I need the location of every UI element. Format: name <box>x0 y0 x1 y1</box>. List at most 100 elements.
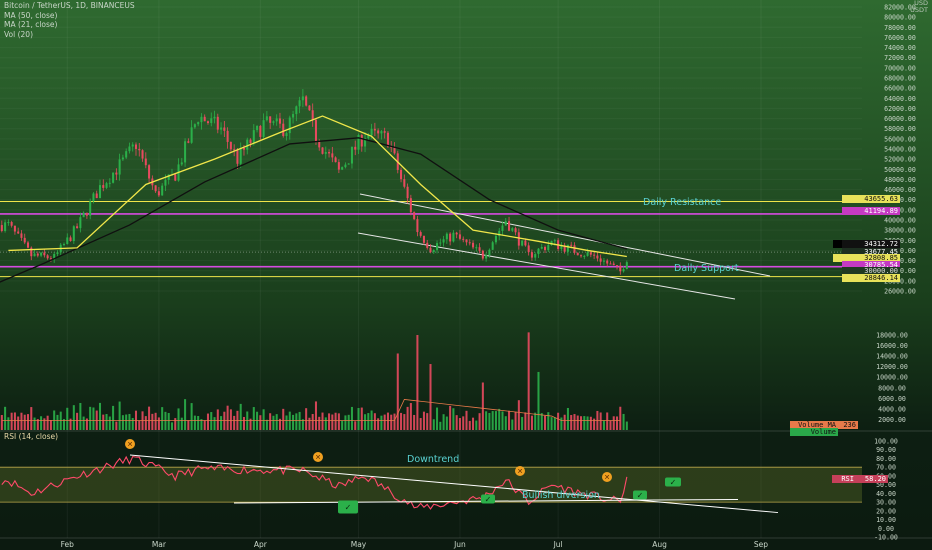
candle-body <box>331 153 334 158</box>
price-tick-label: 40000.00 <box>884 217 916 225</box>
candle-body <box>318 141 321 148</box>
price-tick-label: 28000.00 <box>884 277 916 285</box>
volume-bar <box>62 419 66 430</box>
volume-bar <box>138 420 141 430</box>
volume-bar <box>524 412 527 430</box>
volume-bar <box>429 364 432 430</box>
volume-bar <box>40 416 43 430</box>
volume-bar <box>36 419 39 430</box>
date-tick-label: May <box>351 540 367 549</box>
date-tick-label: Apr <box>254 540 268 549</box>
axes: Feb Mar Apr May Jun Jul Aug Sep 26000.00 28000.00… <box>61 4 916 550</box>
candle-body <box>197 122 200 125</box>
volume-bar <box>213 417 216 430</box>
price-tick-label: 72000.00 <box>884 54 916 62</box>
volume-bar <box>46 415 49 430</box>
candle-body <box>498 230 501 236</box>
volume-bar <box>593 418 596 430</box>
volume-bar <box>331 414 334 430</box>
volume-bar <box>527 332 530 430</box>
volume-bar <box>504 416 507 430</box>
volume-bar <box>151 413 154 430</box>
candle-body <box>328 152 331 154</box>
volume-bar <box>79 402 82 430</box>
candle-body <box>593 254 596 256</box>
candle-body <box>17 231 20 234</box>
price-tick-label: 78000.00 <box>884 24 916 32</box>
volume-bar <box>102 414 105 430</box>
candle-body <box>282 123 285 137</box>
volume-bar <box>203 420 206 430</box>
volume-bar <box>301 419 304 430</box>
volume-bar <box>200 419 203 430</box>
volume-bar <box>76 412 79 430</box>
candle-body <box>26 242 30 248</box>
candle-body <box>98 185 102 199</box>
volume-bar <box>193 415 196 430</box>
volume-bar <box>403 414 406 430</box>
volume-bar <box>220 416 223 430</box>
candle-body <box>625 262 628 270</box>
price-tag-43655: 43655.63 <box>842 195 900 203</box>
candle-body <box>105 183 108 188</box>
candle-body <box>550 241 553 246</box>
volume-bar <box>324 417 327 430</box>
trend-lines <box>357 193 771 300</box>
candle-body <box>76 226 79 229</box>
price-tick-label: 38000.00 <box>884 227 916 235</box>
volume-bar <box>275 414 278 430</box>
volume-bar <box>373 413 376 430</box>
candle-body <box>256 125 259 131</box>
price-tag-41194: 41194.89 <box>842 207 900 215</box>
candle-body <box>560 245 563 249</box>
candle-body <box>521 240 524 246</box>
marker-x-icon <box>602 472 612 482</box>
volume-bar <box>475 420 478 430</box>
candle-body <box>341 167 344 170</box>
candle-body <box>602 260 605 262</box>
volume-bar <box>157 417 160 430</box>
candle-body <box>583 255 586 257</box>
candle-body <box>233 149 236 151</box>
volume-bar <box>184 399 187 430</box>
marker-x-glyph: ✕ <box>517 468 523 476</box>
candle-body <box>141 150 144 159</box>
volume-bar <box>82 416 85 430</box>
volume-bar <box>465 410 468 430</box>
candle-body <box>458 234 461 239</box>
volume-bar <box>308 417 311 430</box>
volume-bar <box>295 413 298 430</box>
volume-bar <box>462 416 465 430</box>
candle-body <box>514 228 517 233</box>
rsi-legend[interactable]: RSI (14, close) <box>4 432 59 441</box>
volume-bar <box>43 418 46 430</box>
candle-body <box>301 96 304 101</box>
annotations: Daily Resistance Daily Support Downtrend Bu… <box>407 197 739 501</box>
marker-check-glyph: ✓ <box>670 478 677 487</box>
volume-bar <box>393 413 396 430</box>
candle-body <box>49 258 52 260</box>
volume-bar <box>573 414 576 430</box>
price-tick-label: 30000.00 <box>884 267 916 275</box>
price-tick-label: 64000.00 <box>884 95 916 103</box>
volume-bar <box>344 415 347 430</box>
volume-bar <box>321 412 324 430</box>
rsi-tick-label: -10.00 <box>874 534 898 542</box>
candle-body <box>544 247 547 251</box>
candle-body <box>226 130 229 142</box>
volume-bar <box>206 413 209 430</box>
volume-bar <box>544 415 547 430</box>
volume-bar <box>478 413 481 430</box>
volume-ma-tag: Volume MA <box>790 421 838 429</box>
price-tick-label: 66000.00 <box>884 85 916 93</box>
volume-bar <box>98 402 102 430</box>
candle-body <box>102 185 105 188</box>
marker-check-glyph: ✓ <box>345 503 352 512</box>
candle-body <box>373 128 376 131</box>
candle-body <box>491 242 494 250</box>
volume-bar <box>318 416 321 430</box>
volume-bar <box>534 412 537 430</box>
price-tick-label: 68000.00 <box>884 75 916 83</box>
volume-bar <box>187 420 190 430</box>
